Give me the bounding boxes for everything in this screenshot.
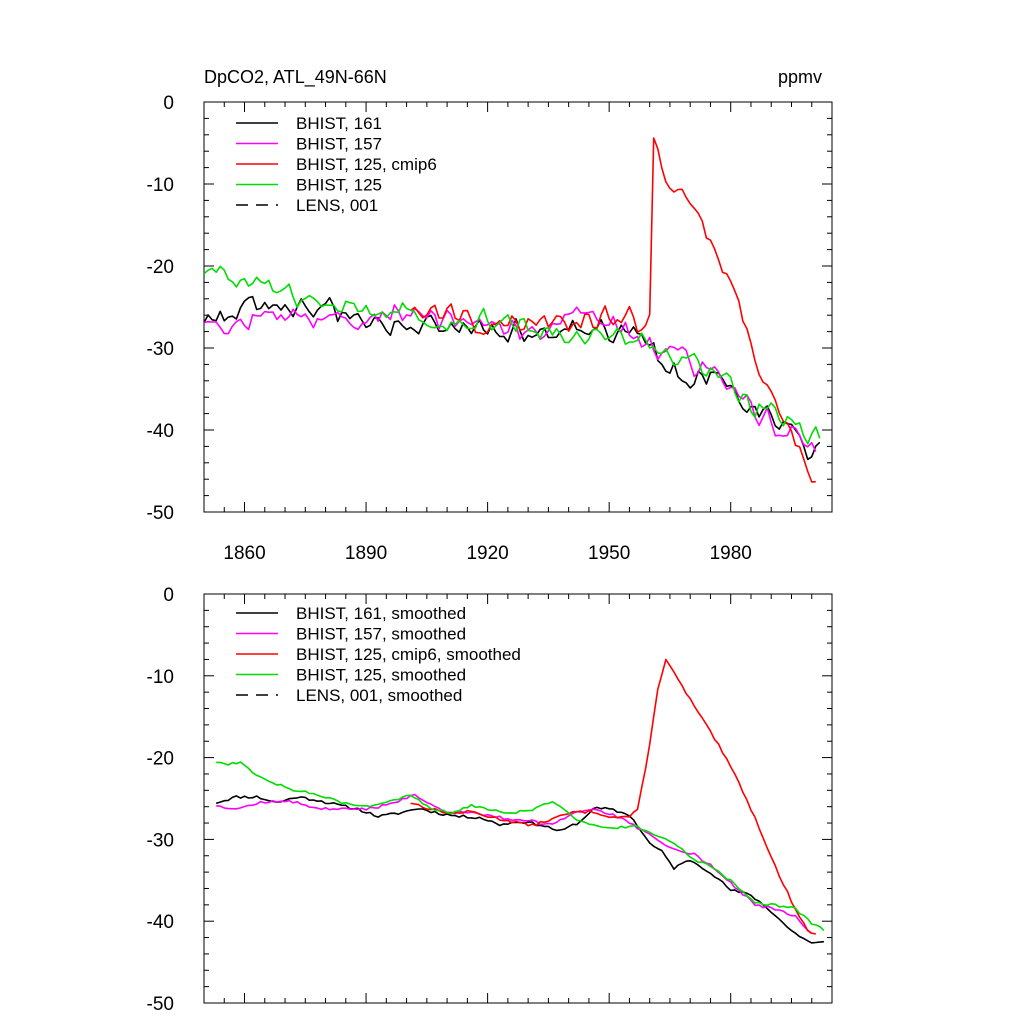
legend-label: BHIST, 161, smoothed: [296, 604, 466, 623]
series-line-1: [203, 295, 821, 461]
x-tick-label: 1860: [223, 543, 265, 564]
y-tick-label: -10: [147, 175, 174, 196]
series-line-4: [216, 761, 825, 932]
chart-title: DpCO2, ATL_49N-66N: [204, 67, 387, 88]
y-tick-label: -20: [147, 257, 174, 278]
y-tick-label: -50: [147, 994, 174, 1015]
y-tick-label: 0: [163, 93, 174, 114]
series-line-1: [215, 795, 824, 944]
legend-label: BHIST, 125: [296, 176, 382, 195]
chart-panel-1: 0 -10 -20 -30 -40 -50 1860 1890 1920 1950 1980 BHIS…: [147, 93, 833, 564]
legend-label: LENS, 001: [296, 196, 378, 215]
series-line-3: [410, 658, 816, 935]
y-tick-label: -50: [147, 503, 174, 524]
plot-frame: [203, 101, 833, 513]
series-line-3: [410, 137, 816, 483]
y-tick-label: 0: [163, 585, 174, 606]
y-tick-label: -30: [147, 830, 174, 851]
y-tick-label: -20: [147, 749, 174, 770]
y-tick-label: -40: [147, 421, 174, 442]
legend-label: BHIST, 125, cmip6, smoothed: [296, 645, 521, 664]
legend-label: BHIST, 161: [296, 114, 382, 133]
y-tick-label: -40: [147, 912, 174, 933]
legend-label: BHIST, 125, cmip6: [296, 155, 437, 174]
y-tick-label: -30: [147, 339, 174, 360]
x-tick-label: 1920: [466, 543, 508, 564]
legend-label: LENS, 001, smoothed: [296, 686, 462, 705]
series-line-4: [203, 265, 821, 445]
x-tick-label: 1980: [710, 543, 752, 564]
units-label: ppmv: [778, 67, 822, 87]
y-tick-label: -10: [147, 667, 174, 688]
legend-label: BHIST, 125, smoothed: [296, 666, 466, 685]
series-line-2: [216, 793, 813, 935]
plot-frame: [203, 593, 833, 1004]
x-tick-label: 1950: [588, 543, 630, 564]
legend-label: BHIST, 157, smoothed: [296, 625, 466, 644]
legend: BHIST, 161, smoothed BHIST, 157, smoothed…: [236, 604, 521, 705]
x-tick-label: 1890: [345, 543, 387, 564]
series-line-2: [203, 304, 817, 452]
legend-label: BHIST, 157: [296, 135, 382, 154]
